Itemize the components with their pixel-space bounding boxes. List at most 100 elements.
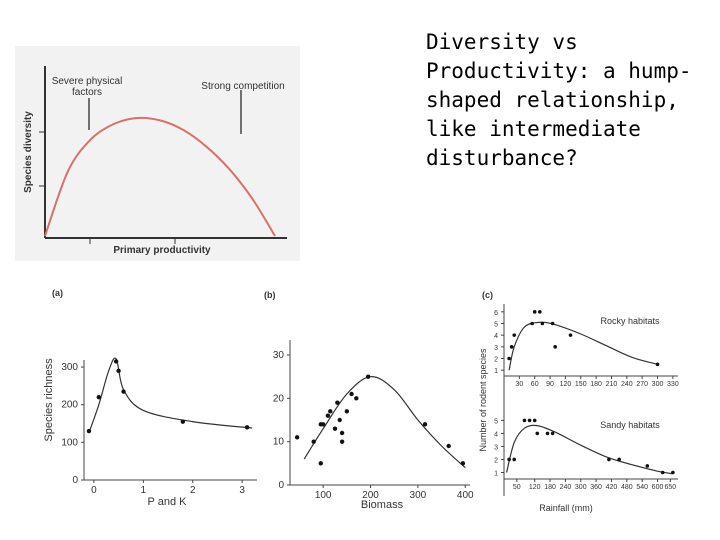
x-tick-label: 330 bbox=[667, 381, 679, 388]
fitted-curve bbox=[303, 376, 466, 469]
y-tick-label: 2 bbox=[494, 457, 498, 464]
annotation-severe-b: factors bbox=[72, 87, 102, 98]
data-point bbox=[320, 422, 326, 427]
fitted-curve-rocky bbox=[508, 321, 658, 371]
x-tick-label: 240 bbox=[621, 381, 633, 388]
data-point bbox=[180, 419, 186, 424]
x-axis-label: Primary productivity bbox=[113, 245, 211, 256]
y-tick-label: 5 bbox=[494, 322, 498, 329]
x-tick-label: 240 bbox=[560, 484, 572, 491]
data-points-rocky bbox=[507, 310, 660, 367]
series-label-rocky: Rocky habitats bbox=[600, 316, 660, 326]
y-tick-label: 200 bbox=[61, 400, 78, 411]
x-ticks: 100 200 300 400 bbox=[315, 485, 474, 501]
x-tick-label: 0 bbox=[91, 485, 97, 496]
data-point bbox=[553, 345, 557, 349]
y-tick-label: 0 bbox=[72, 475, 78, 486]
data-point bbox=[507, 457, 511, 462]
data-point bbox=[530, 321, 534, 326]
data-point bbox=[460, 461, 466, 466]
x-axis-label: Rainfall (mm) bbox=[539, 503, 593, 513]
y-tick-label: 3 bbox=[494, 345, 498, 352]
y-ticks: 0 100 200 300 bbox=[61, 362, 84, 486]
data-point bbox=[645, 464, 650, 468]
y-tick-label: 4 bbox=[494, 431, 498, 438]
data-point bbox=[607, 457, 611, 462]
data-point bbox=[527, 418, 532, 423]
y-tick-label: 300 bbox=[61, 362, 78, 373]
chart-background bbox=[15, 46, 300, 261]
y-tick-label: 10 bbox=[273, 437, 285, 448]
y-axis-label: Number of rodent species bbox=[478, 348, 488, 452]
x-tick-label: 600 bbox=[652, 484, 664, 491]
x-tick-label: 60 bbox=[531, 381, 539, 388]
x-tick-label: 150 bbox=[575, 381, 587, 388]
data-point bbox=[538, 310, 542, 314]
x-tick-label: 200 bbox=[362, 490, 379, 501]
x-tick-label: 30 bbox=[515, 381, 523, 388]
conceptual-hump-chart: Severe physical factors Strong competiti… bbox=[15, 46, 300, 261]
y-tick-label: 30 bbox=[273, 350, 285, 361]
y-axis-label: Species richness bbox=[43, 358, 55, 442]
data-point bbox=[339, 439, 345, 444]
series-label-sandy: Sandy habitats bbox=[600, 420, 660, 430]
x-ticks: 0 1 2 3 bbox=[91, 480, 245, 496]
data-point bbox=[655, 362, 660, 367]
data-point bbox=[671, 470, 675, 475]
data-point bbox=[522, 418, 527, 423]
data-point bbox=[512, 457, 517, 462]
data-point bbox=[335, 400, 340, 405]
y-tick-label: 20 bbox=[273, 393, 285, 404]
data-point bbox=[96, 394, 102, 400]
data-point bbox=[446, 443, 451, 449]
x-ticks-rocky: 30 60 90 120 150 180 210 240 270 300 330 bbox=[515, 376, 679, 388]
data-point bbox=[86, 428, 92, 434]
data-point bbox=[318, 461, 323, 466]
y-tick-label: 5 bbox=[494, 418, 498, 425]
data-point bbox=[422, 422, 428, 427]
x-tick-label: 100 bbox=[315, 490, 332, 501]
panel-c-chart: (c) 30 60 90 120 150 180 210 240 270 300 330 12345… bbox=[478, 290, 679, 513]
data-point bbox=[617, 457, 621, 462]
data-point bbox=[113, 359, 119, 364]
data-points-sandy bbox=[507, 418, 675, 475]
x-tick-label: 400 bbox=[457, 490, 474, 501]
data-point bbox=[311, 439, 316, 444]
x-tick-label: 650 bbox=[664, 484, 676, 491]
x-tick-label: 360 bbox=[590, 484, 602, 491]
panel-label: (b) bbox=[264, 290, 276, 300]
y-axis-label: Species diversity bbox=[23, 111, 34, 193]
data-point bbox=[325, 413, 331, 418]
y-tick-label: 100 bbox=[61, 437, 78, 448]
fitted-curve bbox=[88, 357, 253, 434]
y-tick-label: 3 bbox=[494, 444, 498, 451]
data-point bbox=[545, 431, 550, 436]
x-axis-label: P and K bbox=[148, 496, 188, 508]
data-point bbox=[344, 409, 350, 414]
data-point bbox=[339, 430, 345, 436]
data-point bbox=[332, 426, 338, 431]
data-point bbox=[354, 396, 359, 401]
x-tick-label: 1 bbox=[141, 485, 147, 496]
data-point bbox=[328, 409, 333, 414]
x-tick-label: 300 bbox=[575, 484, 587, 491]
data-point bbox=[568, 333, 573, 337]
y-tick-label: 4 bbox=[494, 333, 498, 340]
panel-label: (a) bbox=[52, 288, 63, 298]
x-tick-label: 270 bbox=[636, 381, 648, 388]
x-tick-label: 120 bbox=[529, 484, 541, 491]
data-point bbox=[512, 333, 517, 337]
x-ticks-sandy: 50 120 180 240 300 360 420 480 540 600 650 bbox=[513, 479, 676, 491]
panel-a-chart: (a) 0 1 2 3 0 100 200 300 P and K Species rich… bbox=[43, 288, 257, 508]
x-tick-label: 540 bbox=[636, 484, 648, 491]
annotation-competition: Strong competition bbox=[201, 81, 284, 92]
data-point bbox=[349, 391, 354, 397]
data-point bbox=[550, 321, 555, 326]
hump-curve bbox=[44, 116, 276, 237]
data-point bbox=[116, 368, 121, 374]
data-point bbox=[535, 431, 540, 436]
slide-title: Diversity vs Productivity: a hump-shaped… bbox=[426, 30, 692, 170]
x-tick-label: 180 bbox=[544, 484, 556, 491]
data-point bbox=[121, 389, 126, 394]
data-point bbox=[660, 470, 665, 475]
